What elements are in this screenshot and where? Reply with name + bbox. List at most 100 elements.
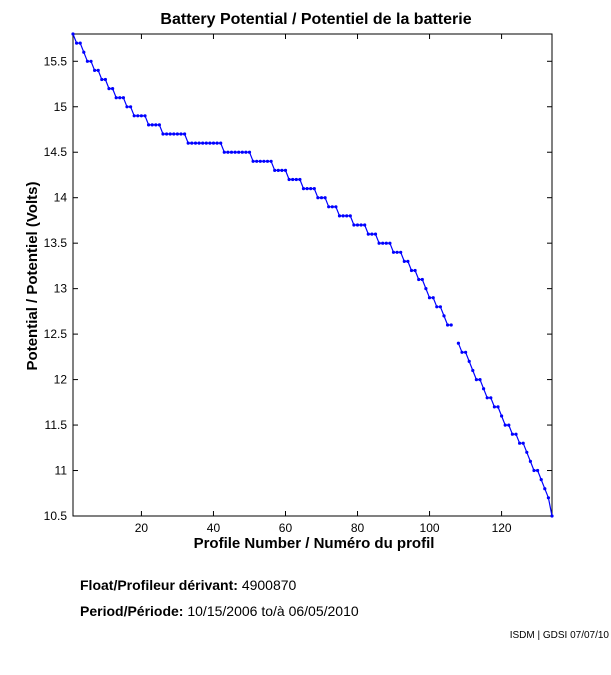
- data-point: [388, 241, 392, 245]
- data-point: [319, 196, 324, 200]
- data-point: [550, 514, 554, 518]
- data-point: [492, 405, 496, 409]
- data-point: [381, 241, 385, 245]
- data-point: [373, 232, 378, 236]
- data-point: [255, 159, 259, 163]
- data-point: [85, 59, 89, 63]
- data-point: [75, 41, 79, 45]
- plot-area-frame: [72, 33, 553, 517]
- data-point: [348, 214, 352, 218]
- y-tick-label: 12: [54, 373, 68, 387]
- data-point: [316, 196, 320, 200]
- data-point: [435, 305, 439, 309]
- data-point: [500, 414, 504, 418]
- data-point: [543, 487, 547, 491]
- y-axis-label: Potential / Potentiel (Volts): [24, 182, 41, 371]
- data-point: [211, 141, 216, 145]
- data-point: [294, 177, 298, 182]
- data-point: [391, 250, 396, 254]
- data-point: [82, 50, 86, 54]
- data-point: [366, 232, 370, 236]
- data-point: [409, 268, 414, 273]
- data-point: [399, 250, 403, 254]
- y-tick-label: 14: [54, 191, 68, 205]
- data-point: [438, 305, 442, 309]
- data-point: [283, 168, 288, 172]
- data-point: [190, 141, 194, 145]
- data-point: [111, 87, 115, 91]
- data-point: [478, 378, 482, 382]
- data-point: [222, 150, 226, 154]
- data-point: [287, 177, 291, 182]
- data-point: [129, 105, 133, 109]
- data-point: [197, 141, 201, 145]
- y-tick-label: 12.5: [44, 327, 68, 341]
- data-point: [352, 223, 356, 227]
- data-point: [291, 177, 295, 182]
- data-point: [183, 132, 187, 136]
- float-label: Float/Profileur dérivant:: [80, 577, 238, 593]
- data-point: [482, 387, 486, 391]
- data-point: [442, 314, 446, 318]
- axis-ticks: 20 40 60 80 100 120 10.5 11 11.5 12 12.5 13 13.5 14 14…: [44, 34, 552, 535]
- period-end: 06/05/2010: [288, 603, 359, 619]
- data-point: [471, 368, 475, 373]
- data-point: [305, 187, 309, 191]
- x-tick-label: 60: [279, 521, 293, 535]
- data-point: [100, 77, 104, 82]
- data-point: [251, 159, 255, 163]
- data-point: [334, 205, 338, 209]
- data-point: [518, 441, 522, 445]
- data-series: [71, 32, 554, 518]
- data-point: [125, 105, 129, 109]
- data-point: [528, 459, 533, 463]
- data-point: [345, 214, 349, 218]
- period-label: Period/Période:: [80, 603, 184, 619]
- data-point: [233, 150, 237, 154]
- data-point: [262, 159, 266, 163]
- y-tick-label: 13.5: [44, 236, 68, 250]
- data-point: [377, 241, 381, 245]
- data-point: [219, 141, 223, 145]
- data-point: [298, 177, 302, 182]
- data-point: [204, 141, 208, 145]
- y-tick-label: 15: [54, 100, 68, 114]
- data-point: [154, 123, 158, 127]
- data-point: [467, 359, 471, 363]
- data-point: [96, 68, 100, 72]
- data-point: [427, 296, 432, 300]
- data-point: [240, 150, 244, 154]
- data-point: [370, 232, 374, 236]
- series-line: [72, 33, 452, 326]
- x-tick-label: 20: [135, 521, 149, 535]
- data-point: [103, 77, 107, 82]
- y-tick-label: 11: [55, 464, 68, 478]
- data-point: [359, 223, 363, 227]
- data-point: [337, 214, 342, 218]
- data-point: [323, 196, 327, 200]
- data-point: [229, 150, 234, 154]
- data-point: [247, 150, 252, 154]
- data-point: [143, 114, 147, 118]
- x-tick-label: 120: [492, 521, 512, 535]
- data-point: [280, 168, 284, 172]
- data-point: [474, 378, 478, 382]
- data-point: [208, 141, 212, 145]
- data-point: [507, 423, 511, 427]
- x-tick-label: 80: [351, 521, 365, 535]
- data-point: [179, 132, 183, 136]
- y-tick-label: 14.5: [44, 145, 68, 159]
- y-tick-label: 11.5: [45, 418, 68, 432]
- data-point: [121, 96, 125, 100]
- data-point: [201, 141, 205, 145]
- data-point: [536, 468, 540, 473]
- data-point: [420, 277, 424, 282]
- data-point: [258, 159, 262, 163]
- data-point: [406, 259, 410, 263]
- data-point: [514, 432, 518, 436]
- float-id-line: Float/Profileur dérivant: 4900870: [80, 577, 296, 593]
- data-point: [226, 150, 230, 154]
- data-point: [525, 450, 529, 454]
- data-point: [114, 96, 118, 100]
